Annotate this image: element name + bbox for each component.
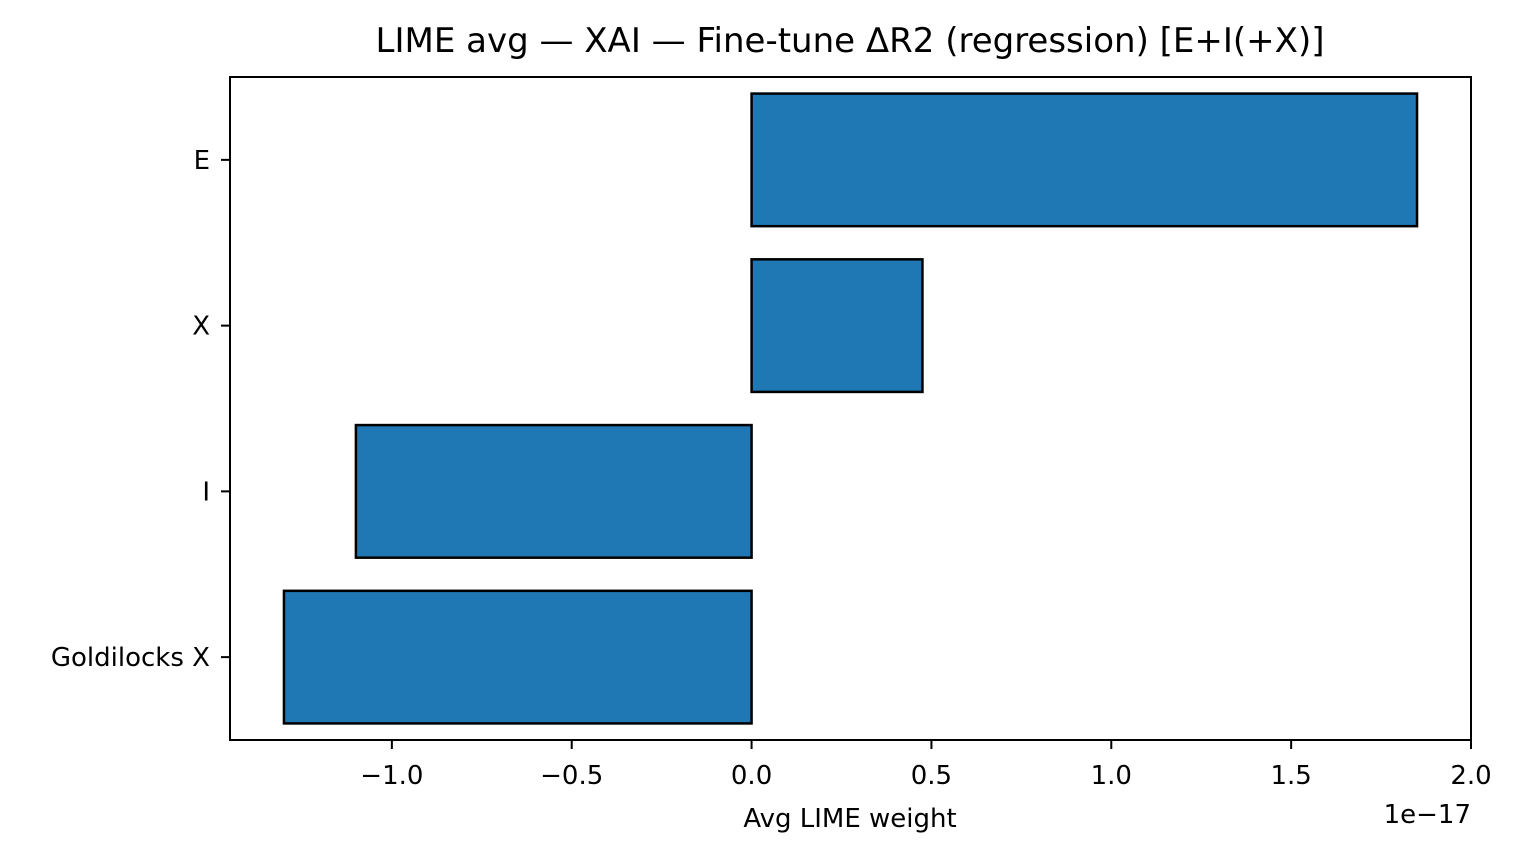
x-axis-label: Avg LIME weight [743,804,956,834]
x-axis: −1.0 −0.5 0.0 0.5 1.0 1.5 2.0 [360,740,1492,791]
x-axis-offset-label: 1e−17 [1384,800,1471,830]
x-tick-label: 1.5 [1270,761,1311,791]
x-tick-label: −1.0 [360,761,423,791]
bar-e [750,92,1419,228]
y-tick-label: E [194,146,210,176]
x-tick-label: −0.5 [540,761,603,791]
bar-x [750,258,924,394]
bar-goldilocks-x [282,589,753,725]
x-tick-label: 0.0 [731,761,772,791]
y-tick-label: Goldilocks X [51,643,210,673]
x-tick-label: 0.5 [911,761,952,791]
plot-frame [229,76,1472,741]
bars-layer [282,92,1419,725]
chart-title: LIME avg — XAI — Fine-tune ΔR2 (regressi… [376,21,1325,61]
y-tick-label: I [202,477,210,507]
y-tick-label: X [192,312,210,342]
x-tick-label: 2.0 [1450,761,1491,791]
x-tick-label: 1.0 [1091,761,1132,791]
y-axis: E X I Goldilocks X [51,146,230,673]
bar-i [354,423,753,559]
